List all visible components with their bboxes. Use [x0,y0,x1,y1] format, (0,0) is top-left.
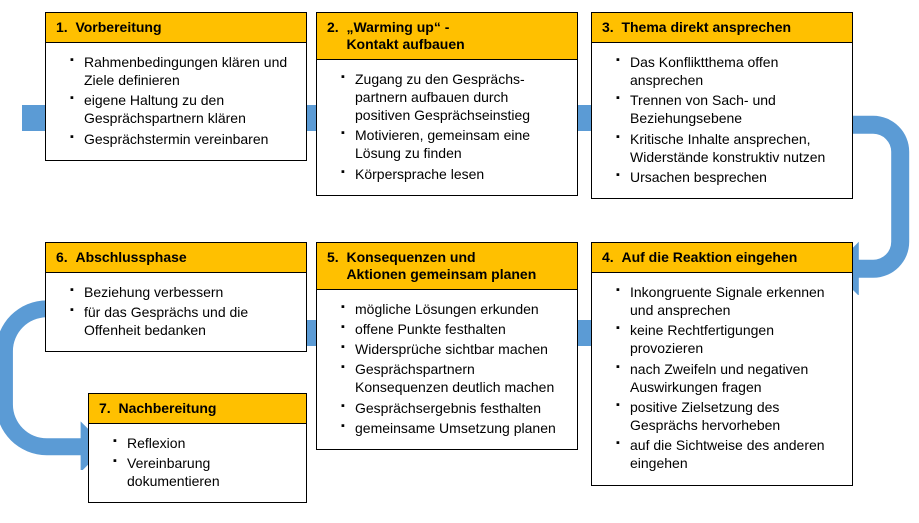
list-item: nach Zweifeln und negativen Auswirkungen… [616,360,842,396]
list-item: keine Rechtfertigungen provozieren [616,321,842,357]
list-item: Motivieren, gemeinsam eine Lösung zu fin… [341,126,567,162]
list-item: Gesprächspartnern Konsequenzen deutlich … [341,360,567,396]
step-7-items: Reflexion Vereinbarung dokumentieren [99,434,296,491]
list-item: eigene Haltung zu den Gesprächspartnern … [70,91,296,127]
list-item: Gesprächsergebnis festhalten [341,399,567,417]
step-3-title: 3. Thema direkt ansprechen [592,13,852,43]
list-item: Körpersprache lesen [341,165,567,183]
list-item: positive Zielsetzung des Gesprächs hervo… [616,398,842,434]
step-2-warming-up: 2. „Warming up“ - Kontakt aufbauen Zugan… [316,12,578,196]
step-4-reaktion: 4. Auf die Reaktion eingehen Inkongruent… [591,242,853,486]
list-item: Widersprüche sichtbar machen [341,340,567,358]
step-3-thema: 3. Thema direkt ansprechen Das Konfliktt… [591,12,853,199]
step-3-items: Das Konfliktthema offen ansprechenTrenne… [602,53,842,186]
list-item: Rahmenbedingungen klären und Ziele defin… [70,53,296,89]
step-6-title: 6. Abschlussphase [46,243,306,273]
list-item: Inkongruente Signale erkennen und anspre… [616,283,842,319]
step-1-items: Rahmenbedingungen klären und Ziele defin… [56,53,296,148]
step-5-title: 5. Konsequenzen und Aktionen gemeinsam p… [317,243,577,290]
step-1-vorbereitung: 1. Vorbereitung Rahmenbedingungen klären… [45,12,307,161]
step-5-konsequenzen: 5. Konsequenzen und Aktionen gemeinsam p… [316,242,578,450]
step-7-title: 7. Nachbereitung [89,394,306,424]
list-item: für das Gesprächs und die Offenheit beda… [70,303,296,339]
list-item: Kritische Inhalte ansprechen, Widerständ… [616,130,842,166]
arrow-3-to-4 [848,95,919,295]
flow-diagram: 1. Vorbereitung Rahmenbedingungen klären… [0,0,919,523]
step-2-items: Zugang zu den Gesprächs­partnern aufbaue… [327,70,567,183]
list-item: Trennen von Sach- und Beziehungsebene [616,91,842,127]
step-4-title: 4. Auf die Reaktion eingehen [592,243,852,273]
list-item: Ursachen besprechen [616,168,842,186]
step-7-nachbereitung: 7. Nachbereitung Reflexion Vereinbarung d… [88,393,307,503]
step-2-title: 2. „Warming up“ - Kontakt aufbauen [317,13,577,60]
step-6-items: Beziehung verbessern für das Gesprächs un… [56,283,296,340]
list-item: Das Konfliktthema offen ansprechen [616,53,842,89]
list-item: auf die Sichtweise des anderen eingehen [616,436,842,472]
list-item: Reflexion [113,434,296,452]
list-item: mögliche Lösungen erkunden [341,300,567,318]
list-item: Zugang zu den Gesprächs­partnern aufbaue… [341,70,567,125]
list-item: Beziehung verbessern [70,283,296,301]
step-4-items: Inkongruente Signale erkennen und anspre… [602,283,842,473]
list-item: offene Punkte festhalten [341,320,567,338]
step-1-title: 1. Vorbereitung [46,13,306,43]
list-item: Vereinbarung dokumentieren [113,454,296,490]
list-item: gemeinsame Umsetzung planen [341,419,567,437]
step-6-abschluss: 6. Abschlussphase Beziehung verbessern fü… [45,242,307,352]
list-item: Gesprächstermin vereinbaren [70,130,296,148]
step-5-items: mögliche Lösungen erkunden offene Punkte … [327,300,567,437]
